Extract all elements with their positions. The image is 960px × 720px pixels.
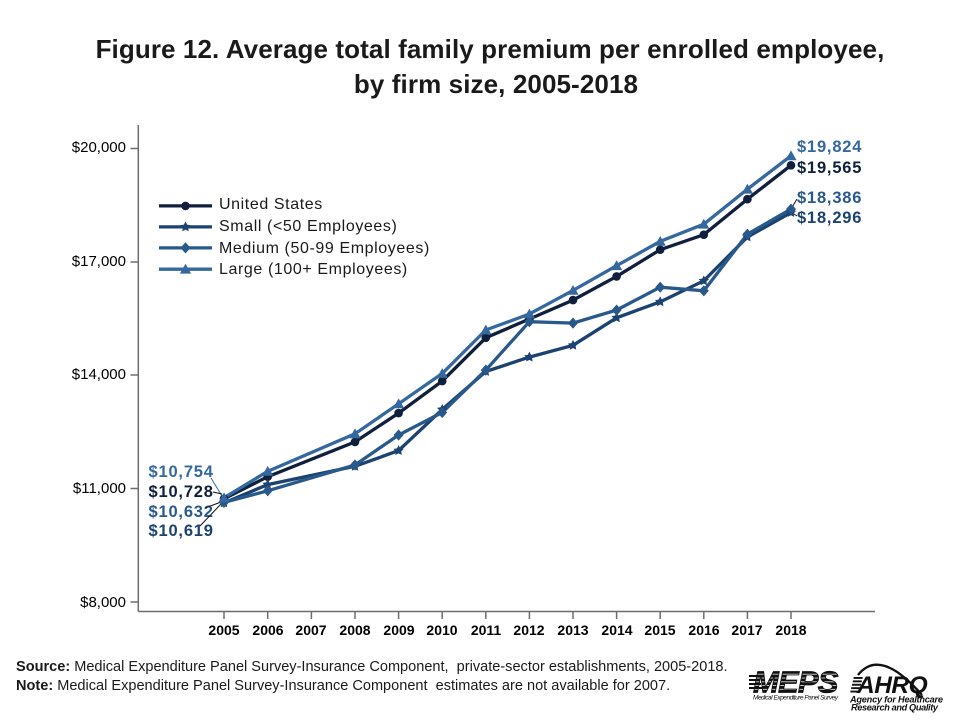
svg-text:AHRQ: AHRQ (856, 672, 928, 699)
svg-text:Agency for Healthcare: Agency for Healthcare (849, 695, 943, 705)
svg-text:Research and Quality: Research and Quality (851, 703, 939, 713)
svg-text:MEPS: MEPS (753, 667, 839, 700)
svg-text:MEPS: MEPS (753, 667, 839, 700)
svg-text:Medical Expenditure Panel Surv: Medical Expenditure Panel Survey (753, 695, 839, 702)
